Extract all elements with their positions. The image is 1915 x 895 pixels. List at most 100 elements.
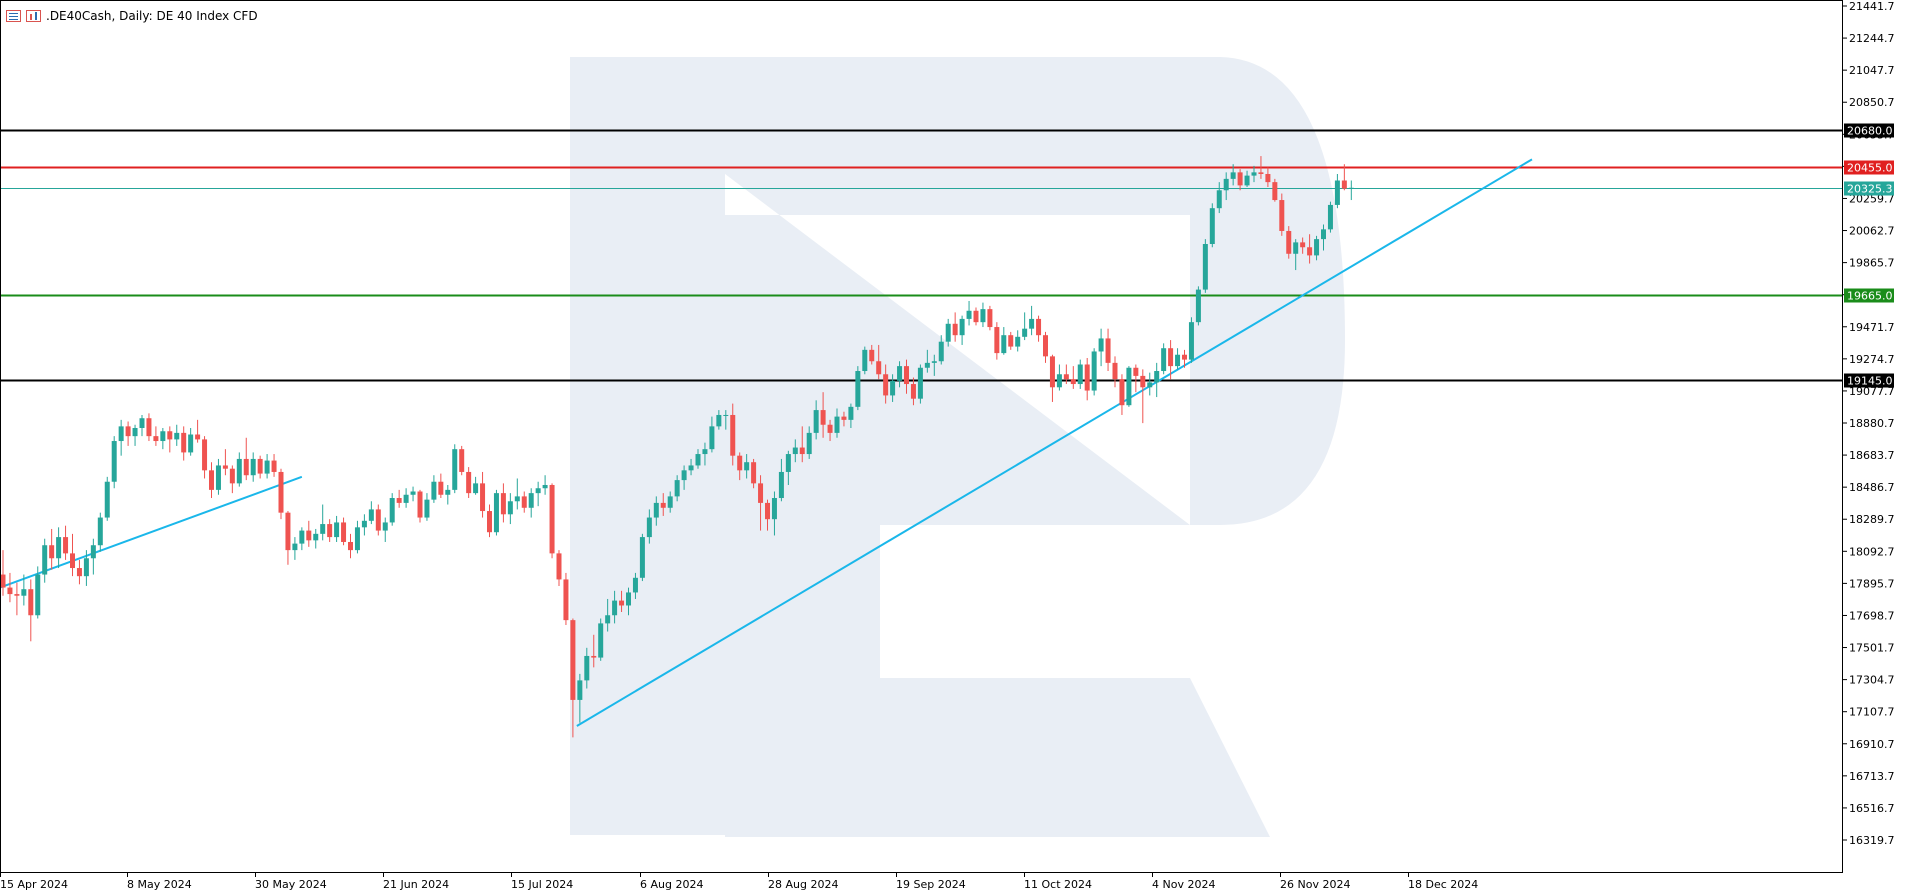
candle-body [792, 447, 798, 455]
candle-body [890, 380, 896, 396]
candle-body [1008, 335, 1014, 347]
candle-body [626, 592, 631, 606]
candle-body [1216, 190, 1222, 209]
candle-body [841, 416, 847, 420]
candle-body [459, 449, 465, 472]
candle-body [883, 374, 889, 396]
candle-body [104, 481, 110, 518]
level-badge [1844, 373, 1894, 388]
candle-body [90, 545, 96, 559]
candle-body [292, 543, 298, 551]
candle-body [278, 471, 284, 513]
candle-body [42, 545, 48, 575]
candle-body [945, 323, 951, 342]
candle-body [445, 489, 451, 495]
trend-line [576, 158, 1533, 727]
candle-body [389, 498, 395, 523]
candle-body [876, 361, 882, 375]
candle-body [1063, 374, 1069, 380]
candle-body [1126, 367, 1132, 406]
candle-body [758, 483, 764, 503]
x-tick-label: 30 May 2024 [255, 878, 327, 891]
bar-chart-icon[interactable] [26, 10, 41, 22]
candle-body [514, 496, 520, 502]
candle-body [236, 458, 242, 484]
candle-body [1251, 172, 1257, 176]
candle-body [160, 431, 166, 442]
candle-body [452, 449, 458, 490]
candle-body [605, 615, 611, 624]
y-tick-label: 18092.7 [1849, 545, 1895, 558]
candle-body [375, 509, 381, 531]
candle-body [973, 310, 979, 323]
y-tick-label: 16516.7 [1849, 802, 1895, 815]
candle-body [111, 441, 117, 482]
candle-body [507, 501, 513, 515]
candle-body [354, 527, 360, 551]
candle-body [1293, 242, 1299, 254]
y-tick-label: 16910.7 [1849, 738, 1895, 751]
candle-body [987, 309, 993, 328]
x-tick-label: 18 Dec 2024 [1408, 878, 1478, 891]
candle-body [639, 537, 645, 578]
candle-body [827, 424, 833, 433]
candle-body [382, 522, 388, 531]
y-tick-label: 21441.7 [1849, 0, 1895, 13]
candle-body [521, 496, 527, 508]
candle-body [1300, 242, 1306, 248]
symbol-title: .DE40Cash, Daily: DE 40 Index CFD [46, 9, 258, 23]
candle-body [980, 309, 986, 323]
candle-body [410, 491, 416, 495]
candle-body [549, 484, 555, 554]
candle-body [215, 465, 221, 490]
candle-body [897, 366, 903, 381]
candle-body [917, 367, 923, 399]
candle-body [257, 458, 263, 474]
candle-body [994, 327, 1000, 354]
candle-body [1195, 289, 1201, 323]
x-tick-label: 21 Jun 2024 [383, 878, 449, 891]
candle-body [966, 310, 972, 319]
candle-body [153, 436, 159, 442]
candle-body [1272, 182, 1278, 201]
candle-body [49, 545, 55, 559]
candle-body [1133, 367, 1139, 376]
candle-body [1015, 336, 1021, 347]
candle-body [0, 574, 6, 588]
y-tick-label: 20062.7 [1849, 225, 1895, 238]
candle-body [785, 454, 791, 472]
candle-body [653, 502, 659, 518]
candle-body [1022, 328, 1028, 337]
candle-body [466, 471, 472, 494]
candle-body [577, 680, 583, 700]
candle-body [1098, 338, 1104, 352]
candle-body [76, 568, 82, 577]
candle-body [480, 483, 486, 512]
candle-body [431, 481, 437, 500]
candle-body [737, 455, 743, 471]
candle-body [1175, 354, 1181, 367]
candles [0, 156, 1354, 738]
y-tick-label: 17501.7 [1849, 642, 1895, 655]
candle-body [848, 406, 854, 420]
candle-body [744, 462, 750, 471]
candle-body [299, 530, 305, 544]
candle-body [1230, 172, 1236, 179]
candle-body [1258, 172, 1264, 174]
level-badges: 20680.0 20455.0 20325.3 19665.0 19145.0 [1844, 123, 1894, 388]
x-tick-label: 8 May 2024 [127, 878, 192, 891]
candle-body [1043, 335, 1048, 357]
level-badge [1844, 160, 1894, 175]
list-icon[interactable] [6, 10, 21, 22]
candle-body [271, 460, 277, 472]
candle-body [348, 541, 353, 551]
candle-body [730, 414, 736, 456]
candle-body [1147, 382, 1153, 388]
candle-body [1119, 379, 1125, 406]
candle-body [688, 465, 694, 471]
time-axis: 15 Apr 2024 8 May 2024 30 May 2024 21 Jun 2… [0, 872, 1478, 891]
candle-body [528, 493, 534, 508]
candle-body [709, 426, 715, 450]
